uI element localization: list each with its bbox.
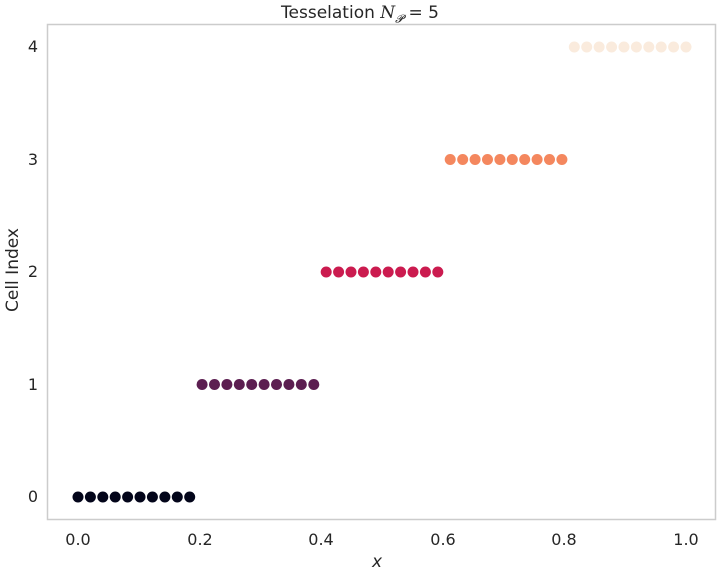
x-tick-label: 1.0	[673, 530, 699, 549]
x-axis-label: x	[372, 552, 383, 572]
x-tick-label: 0.8	[551, 530, 577, 549]
title-math: N𝓟	[380, 3, 404, 26]
data-point	[544, 154, 556, 165]
data-point	[258, 379, 270, 390]
y-tick-label: 3	[27, 150, 38, 169]
data-point	[606, 41, 618, 53]
data-point	[655, 41, 667, 53]
data-point	[370, 266, 382, 278]
x-tick-label: 0.4	[308, 530, 334, 549]
data-point	[444, 154, 456, 165]
data-point	[159, 491, 171, 503]
data-point	[308, 379, 320, 390]
title-text: Tesselation	[281, 3, 381, 23]
data-point	[432, 266, 444, 278]
title-suffix: = 5	[403, 3, 439, 23]
data-point	[618, 41, 630, 53]
data-point	[469, 154, 481, 165]
data-point	[221, 379, 233, 390]
y-tick-label: 2	[27, 262, 38, 281]
data-point	[208, 379, 220, 390]
data-point	[246, 379, 258, 390]
data-point	[407, 266, 419, 278]
data-point	[196, 379, 208, 390]
data-point	[333, 266, 345, 278]
data-point	[84, 491, 96, 503]
data-point	[680, 41, 692, 53]
data-point	[382, 266, 394, 278]
data-point	[72, 491, 84, 503]
data-point	[643, 41, 655, 53]
data-point	[419, 266, 431, 278]
title-subscript: 𝓟	[395, 12, 404, 26]
plot-frame	[46, 23, 717, 521]
data-point	[233, 379, 245, 390]
data-point	[506, 154, 518, 165]
data-point	[531, 154, 543, 165]
scatter-points	[72, 41, 692, 503]
data-point	[271, 379, 283, 390]
data-point	[122, 491, 134, 503]
data-point	[109, 491, 121, 503]
x-tick-label: 0.0	[65, 530, 91, 549]
data-point	[345, 266, 357, 278]
data-point	[184, 491, 196, 503]
data-point	[171, 491, 183, 503]
data-point	[593, 41, 605, 53]
data-point	[357, 266, 369, 278]
data-point	[494, 154, 506, 165]
x-tick-label: 0.2	[187, 530, 213, 549]
data-point	[668, 41, 680, 53]
data-point	[283, 379, 295, 390]
data-point	[481, 154, 493, 165]
data-point	[556, 154, 568, 165]
y-tick-label: 4	[27, 37, 38, 56]
data-point	[630, 41, 642, 53]
y-tick-label: 1	[27, 375, 38, 394]
data-point	[146, 491, 158, 503]
title-symbol: N	[380, 3, 396, 23]
data-point	[395, 266, 407, 278]
chart-title: Tesselation N𝓟 = 5	[0, 3, 720, 26]
data-point	[568, 41, 580, 53]
data-point	[581, 41, 593, 53]
data-point	[295, 379, 307, 390]
x-tick-label: 0.6	[430, 530, 456, 549]
data-point	[519, 154, 531, 165]
data-point	[134, 491, 146, 503]
y-tick-label: 0	[27, 487, 38, 506]
data-point	[320, 266, 332, 278]
data-point	[97, 491, 109, 503]
data-point	[457, 154, 469, 165]
